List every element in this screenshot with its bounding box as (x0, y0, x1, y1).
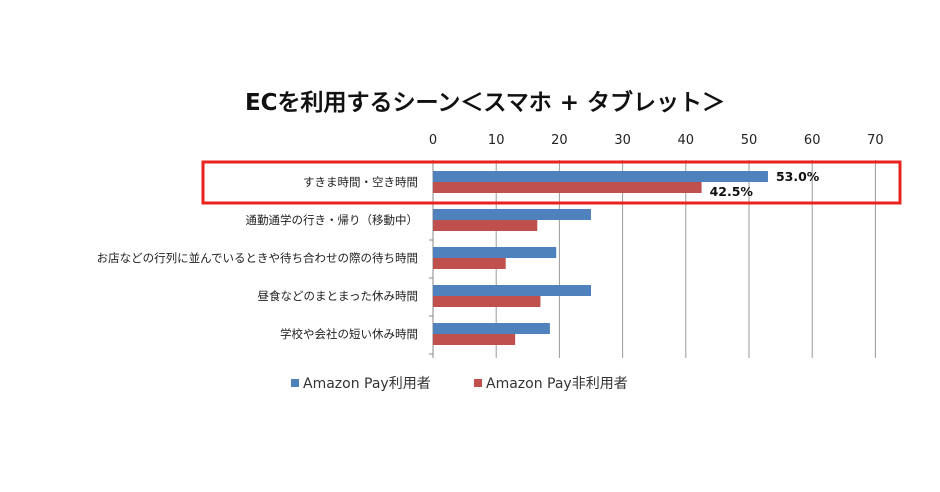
bar (433, 220, 538, 231)
category-label: 学校や会社の短い休み時間 (280, 327, 418, 341)
category-label: 通勤通学の行き・帰り（移動中） (246, 213, 419, 227)
bar (433, 258, 506, 269)
bar (433, 285, 591, 296)
legend: Amazon Pay利用者 Amazon Pay非利用者 (291, 376, 628, 392)
bar (433, 209, 591, 220)
category-label: 昼食などのまとまった休み時間 (257, 289, 418, 303)
legend-swatch (291, 379, 299, 387)
legend-entry: Amazon Pay非利用者 (486, 376, 628, 392)
bar (433, 334, 516, 345)
bar (433, 171, 768, 182)
x-tick-label: 40 (678, 133, 695, 148)
highlight-box (201, 160, 902, 205)
x-tick-label: 50 (741, 133, 758, 148)
chart-title: ECを利用するシーン＜スマホ + タブレット＞ (245, 89, 725, 116)
x-tick-label: 0 (429, 133, 437, 148)
category-label: お店などの行列に並んでいるときや待ち合わせの際の待ち時間 (97, 251, 418, 265)
bar (433, 182, 702, 193)
legend-entry: Amazon Pay利用者 (303, 376, 431, 392)
data-label: 53.0% (776, 169, 820, 184)
bar (433, 247, 557, 258)
data-label: 42.5% (710, 184, 754, 199)
x-tick-label: 30 (614, 133, 631, 148)
legend-swatch (474, 379, 482, 387)
x-tick-label: 20 (551, 133, 568, 148)
bar (433, 296, 541, 307)
x-tick-label: 70 (867, 133, 884, 148)
bars (433, 171, 768, 345)
x-tick-label: 10 (488, 133, 505, 148)
data-labels: 53.0% 42.5% (710, 169, 820, 199)
category-label: すきま時間・空き時間 (303, 175, 418, 189)
x-tick-label: 60 (804, 133, 821, 148)
bar (433, 323, 550, 334)
x-axis-ticks: 0 10 20 30 40 50 60 70 (429, 133, 884, 148)
